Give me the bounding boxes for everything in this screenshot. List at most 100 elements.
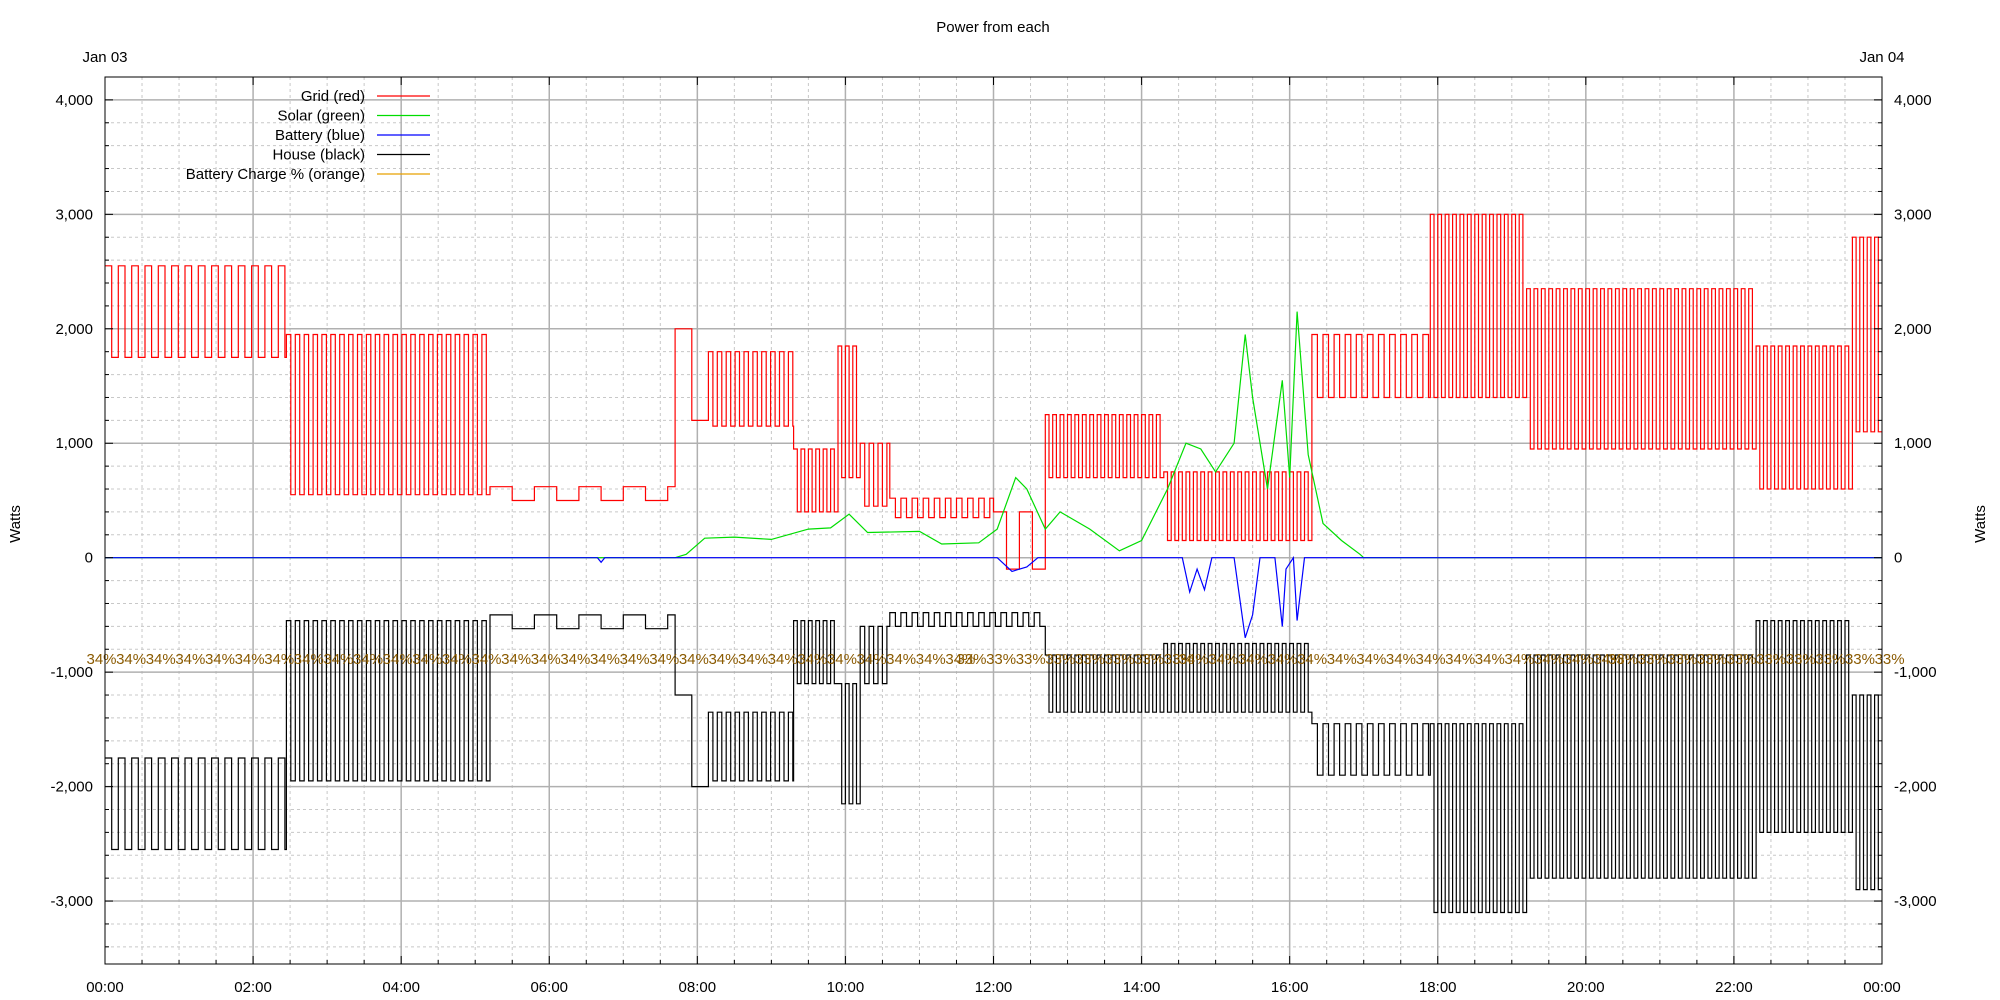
battery-charge-label: 34% — [323, 651, 353, 668]
battery-charge-label: 34% — [412, 651, 442, 668]
y-tick-label-right: 1,000 — [1894, 435, 1932, 452]
x-tick-label: 00:00 — [86, 979, 124, 996]
battery-charge-label: 34% — [1475, 651, 1505, 668]
y-tick-label-left: -1,000 — [50, 664, 93, 681]
x-tick-label: 10:00 — [827, 979, 865, 996]
battery-charge-label: 34% — [857, 651, 887, 668]
y-tick-label-left: -2,000 — [50, 779, 93, 796]
battery-charge-label: 34% — [708, 651, 738, 668]
battery-charge-label: 33% — [1105, 651, 1135, 668]
y-tick-label-right: 4,000 — [1894, 92, 1932, 109]
battery-charge-label: 33% — [1016, 651, 1046, 668]
battery-charge-label: 33% — [1727, 651, 1757, 668]
x-tick-label: 12:00 — [975, 979, 1013, 996]
battery-charge-label: 34% — [1356, 651, 1386, 668]
y-tick-label-left: 3,000 — [55, 206, 93, 223]
battery-charge-label: 34% — [768, 651, 798, 668]
x-tick-label: 00:00 — [1863, 979, 1901, 996]
battery-charge-label: 33% — [1667, 651, 1697, 668]
battery-charge-label: 33% — [1608, 651, 1638, 668]
battery-charge-label: 33% — [1756, 651, 1786, 668]
battery-charge-label: 34% — [1564, 651, 1594, 668]
x-tick-label: 20:00 — [1567, 979, 1605, 996]
battery-charge-label: 33% — [1815, 651, 1845, 668]
legend-label-5: Battery Charge % (orange) — [186, 166, 365, 183]
battery-charge-label: 34% — [472, 651, 502, 668]
battery-charge-label: 34% — [383, 651, 413, 668]
battery-charge-label: 34% — [294, 651, 324, 668]
series-line-4 — [105, 612, 1882, 914]
battery-charge-label: 34% — [1593, 651, 1623, 668]
battery-charge-label: 34% — [353, 651, 383, 668]
battery-charge-label: 34% — [1297, 651, 1327, 668]
battery-charge-label: 34% — [1504, 651, 1534, 668]
series-layer — [105, 213, 1882, 914]
battery-charge-label: 33% — [1697, 651, 1727, 668]
battery-charge-label: 34% — [86, 651, 116, 668]
battery-charge-label: 34% — [1179, 651, 1209, 668]
legend-label-1: Grid (red) — [301, 88, 365, 105]
battery-charge-label: 33% — [1786, 651, 1816, 668]
y-tick-label-right: 0 — [1894, 550, 1902, 567]
battery-charge-label: 34% — [116, 651, 146, 668]
battery-charge-label: 34% — [886, 651, 916, 668]
battery-charge-label: 33% — [1164, 651, 1194, 668]
battery-charge-label: 34% — [235, 651, 265, 668]
legend: Grid (red) Solar (green) Battery (blue) Hou… — [186, 88, 430, 183]
series-line-1 — [105, 213, 1882, 570]
battery-charge-labels: 34% 34% 34% 34% 34% 34% 34% 34% 34% 34% 34% 34% 34% 3… — [86, 651, 1904, 668]
battery-charge-label: 34% — [146, 651, 176, 668]
battery-charge-label: 34% — [264, 651, 294, 668]
battery-charge-label: 34% — [827, 651, 857, 668]
battery-charge-label: 34% — [916, 651, 946, 668]
y-tick-label-right: -2,000 — [1894, 779, 1937, 796]
battery-charge-label: 34% — [1416, 651, 1446, 668]
y-axis-label-right: Watts — [1972, 505, 1989, 543]
x-tick-label: 08:00 — [679, 979, 717, 996]
battery-charge-label: 34% — [560, 651, 590, 668]
y-tick-label-left: 1,000 — [55, 435, 93, 452]
battery-charge-label: 34% — [1267, 651, 1297, 668]
battery-charge-label: 34% — [1327, 651, 1357, 668]
y-tick-label-right: 3,000 — [1894, 206, 1932, 223]
battery-charge-label: 33% — [1045, 651, 1075, 668]
x-tick-label: 04:00 — [382, 979, 420, 996]
battery-charge-label: 34% — [205, 651, 235, 668]
y-tick-label-left: -3,000 — [50, 893, 93, 910]
date-label-left: Jan 03 — [82, 49, 127, 66]
battery-charge-label: 34% — [649, 651, 679, 668]
series-line-3 — [105, 555, 1882, 638]
x-tick-label: 18:00 — [1419, 979, 1457, 996]
battery-charge-label: 34% — [501, 651, 531, 668]
battery-charge-label: 34% — [175, 651, 205, 668]
battery-charge-label: 34% — [1208, 651, 1238, 668]
x-tick-label: 06:00 — [530, 979, 568, 996]
battery-charge-label: 34% — [1386, 651, 1416, 668]
battery-charge-label: 34% — [531, 651, 561, 668]
y-tick-label-right: 2,000 — [1894, 321, 1932, 338]
battery-charge-label: 34% — [679, 651, 709, 668]
battery-charge-label: 33% — [986, 651, 1016, 668]
date-label-right: Jan 04 — [1859, 49, 1904, 66]
battery-charge-label: 34% — [590, 651, 620, 668]
x-tick-label: 14:00 — [1123, 979, 1161, 996]
y-tick-label-left: 0 — [85, 550, 93, 567]
axis-ticks: 4,000 4,000 3,000 3,000 2,000 2,000 1,000 1,000… — [50, 77, 1937, 996]
battery-charge-label: 34% — [945, 651, 975, 668]
y-tick-label-right: -3,000 — [1894, 893, 1937, 910]
y-tick-label-left: 4,000 — [55, 92, 93, 109]
legend-label-2: Solar (green) — [277, 108, 365, 125]
y-tick-label-right: -1,000 — [1894, 664, 1937, 681]
y-tick-label-left: 2,000 — [55, 321, 93, 338]
x-tick-label: 16:00 — [1271, 979, 1309, 996]
legend-label-3: Battery (blue) — [275, 127, 365, 144]
y-axis-label-left: Watts — [7, 505, 24, 543]
battery-charge-label: 34% — [1534, 651, 1564, 668]
battery-charge-label: 34% — [1445, 651, 1475, 668]
battery-charge-label: 33% — [1845, 651, 1875, 668]
x-tick-label: 22:00 — [1715, 979, 1753, 996]
x-tick-label: 02:00 — [234, 979, 272, 996]
battery-charge-label: 34% — [738, 651, 768, 668]
battery-charge-label: 33% — [1075, 651, 1105, 668]
